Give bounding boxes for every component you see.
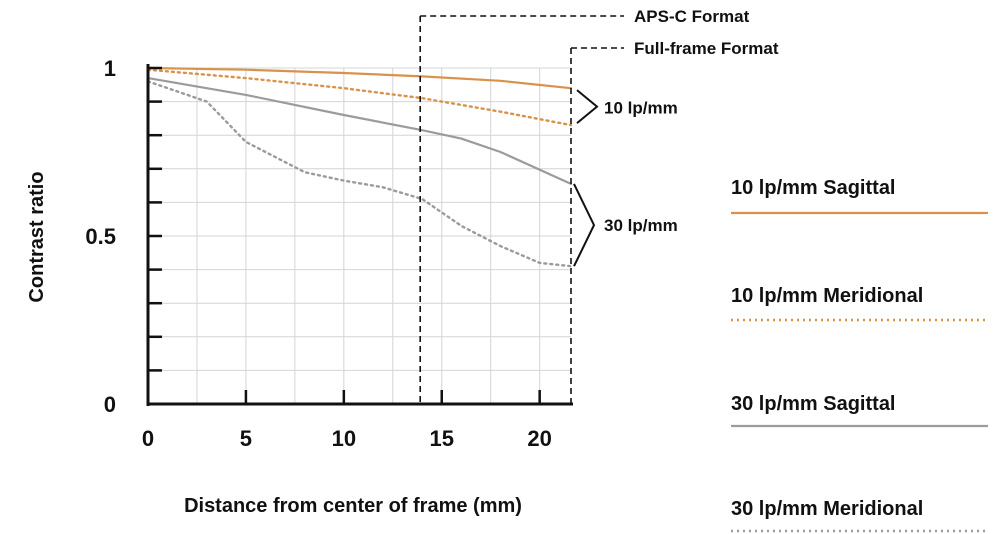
- series-line-2: [146, 68, 573, 127]
- format-marker-label: Full-frame Format: [634, 39, 779, 58]
- legend-label-4: 30 lp/mm Meridional: [731, 498, 923, 520]
- series-line-4: [146, 80, 573, 268]
- legend-label-2: 10 lp/mm Meridional: [731, 285, 923, 307]
- x-tick-label: 15: [430, 426, 454, 451]
- y-tick-label: 0: [104, 392, 116, 417]
- series-lines: [146, 66, 573, 268]
- format-marker-label: APS-C Format: [634, 7, 750, 26]
- x-tick-label: 5: [240, 426, 252, 451]
- format-markers: APS-C Format Full-frame Format: [419, 7, 779, 404]
- x-axis-title: Distance from center of frame (mm): [184, 495, 522, 517]
- group-label-10lpmm: 10 lp/mm: [604, 99, 678, 118]
- x-tick-label: 20: [527, 426, 551, 451]
- series-line-1: [146, 66, 573, 90]
- legend-label-1: 10 lp/mm Sagittal: [731, 177, 896, 199]
- y-tick-label: 1: [104, 56, 116, 81]
- series-line-3: [146, 77, 573, 185]
- grid: [148, 67, 571, 404]
- legend-label-3: 30 lp/mm Sagittal: [731, 393, 896, 415]
- y-axis-title: Contrast ratio: [26, 171, 48, 302]
- axes: 1 0.5 0 0 5 10 15 20: [85, 56, 573, 451]
- brace-10lpmm: [576, 89, 599, 124]
- y-tick-label: 0.5: [85, 224, 116, 249]
- x-tick-label: 0: [142, 426, 154, 451]
- x-tick-label: 10: [332, 426, 356, 451]
- group-label-30lpmm: 30 lp/mm: [604, 216, 678, 235]
- frequency-group-labels: 10 lp/mm 30 lp/mm: [573, 89, 678, 267]
- brace-30lpmm: [573, 183, 596, 267]
- legend: 10 lp/mm Sagittal 10 lp/mm Meridional 30 l…: [731, 177, 988, 533]
